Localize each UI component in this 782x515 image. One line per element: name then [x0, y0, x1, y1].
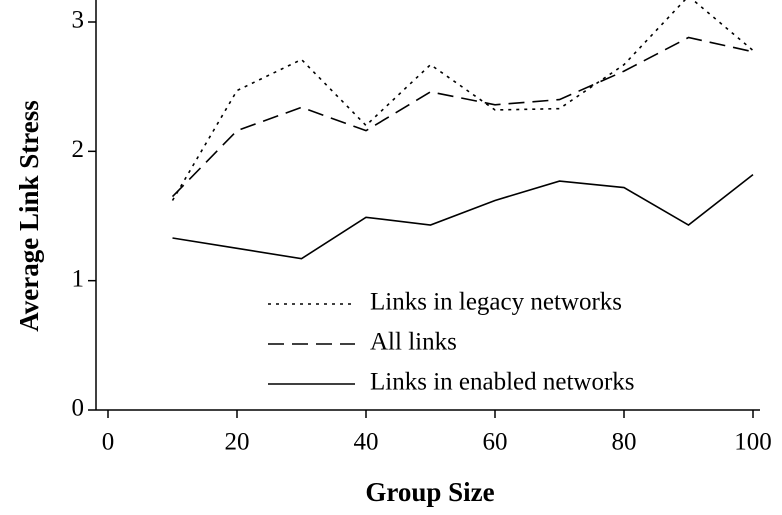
x-tick-label: 100 — [734, 429, 772, 456]
x-tick-label: 60 — [483, 429, 508, 456]
series-line — [171, 36, 754, 198]
legend-label: Links in legacy networks — [370, 289, 622, 316]
y-tick-label: 1 — [72, 265, 85, 292]
legend-label: All links — [370, 329, 457, 356]
series-line — [171, 0, 754, 201]
x-tick-label: 20 — [225, 429, 250, 456]
y-tick-label: 3 — [72, 7, 85, 34]
legend-label: Links in enabled networks — [370, 369, 635, 396]
x-tick-label: 80 — [612, 429, 637, 456]
series-line — [172, 173, 754, 260]
y-tick-label: 0 — [72, 395, 85, 422]
x-tick-label: 40 — [354, 429, 379, 456]
x-axis-label: Group Size — [365, 477, 494, 507]
y-tick-label: 2 — [72, 136, 85, 163]
x-tick-label: 0 — [102, 429, 115, 456]
y-axis-label: Average Link Stress — [14, 100, 44, 332]
